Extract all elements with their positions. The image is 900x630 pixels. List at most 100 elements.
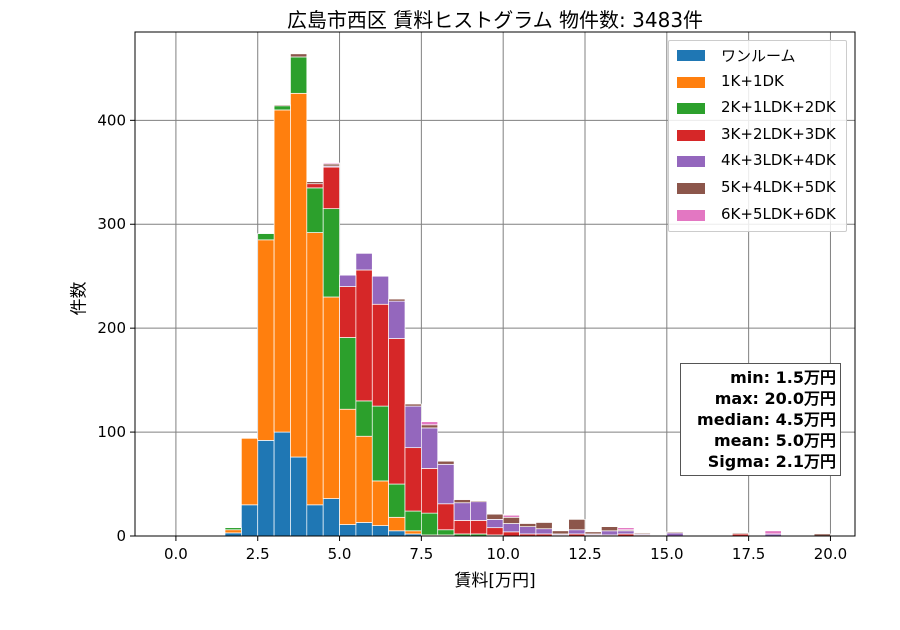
- bar-segment: [731, 532, 749, 535]
- bar-segment: [486, 527, 504, 536]
- bar-segment: [322, 162, 340, 165]
- legend-swatch: [677, 76, 705, 88]
- axes-frame: [134, 31, 856, 537]
- bar-segment: [502, 531, 520, 537]
- bar-segment: [421, 468, 439, 514]
- bar-segment: [355, 435, 373, 523]
- legend-swatch: [677, 103, 705, 115]
- legend-label: 1K+1DK: [721, 71, 784, 90]
- bar-segment: [290, 53, 308, 58]
- bar-segment: [551, 530, 569, 535]
- bar-segment: [339, 286, 357, 338]
- bar-segment: [371, 405, 389, 482]
- legend-item: ワンルーム: [669, 43, 846, 70]
- y-tick-label: 300: [97, 215, 126, 233]
- bar-segment: [535, 528, 553, 535]
- bar-segment: [339, 274, 357, 287]
- bar-segment: [453, 502, 471, 521]
- bar-segment: [388, 298, 406, 302]
- x-axis-label: 賃料[万円]: [454, 571, 536, 591]
- legend-swatch: [677, 182, 705, 194]
- bar-segment: [453, 499, 471, 504]
- legend-swatch: [677, 50, 705, 61]
- legend-item: 6K+5LDK+6DK: [669, 203, 846, 230]
- bar-segment: [404, 447, 422, 512]
- legend-label: 2K+1LDK+2DK: [721, 98, 836, 117]
- bar-segment: [355, 269, 373, 402]
- bar-segment: [404, 405, 422, 449]
- bar-segment: [355, 522, 373, 537]
- bar-segment: [568, 519, 586, 531]
- bar-segment: [388, 300, 406, 339]
- bar-segment: [306, 187, 324, 233]
- x-tick-label: 2.5: [246, 545, 270, 563]
- y-tick-label: 200: [97, 319, 126, 337]
- bar-segment: [306, 232, 324, 506]
- bar-segment: [290, 56, 308, 94]
- y-tick-label: 400: [97, 111, 126, 129]
- bar-segment: [388, 483, 406, 518]
- bar-segment: [470, 501, 488, 521]
- bar-segment: [535, 522, 553, 530]
- bar-segment: [470, 500, 488, 503]
- legend-label: ワンルーム: [721, 47, 796, 65]
- bar-segment: [421, 427, 439, 469]
- bar-segment: [273, 104, 291, 107]
- bar-segment: [273, 431, 291, 537]
- legend-swatch: [677, 156, 705, 168]
- bar-segment: [404, 530, 422, 535]
- bar-segment: [388, 530, 406, 537]
- bar-segment: [241, 504, 259, 537]
- bar-segment: [322, 208, 340, 298]
- bar-segment: [470, 520, 488, 535]
- bar-segment: [273, 105, 291, 111]
- bar-segment: [421, 424, 439, 429]
- bar-segment: [666, 531, 684, 534]
- bar-segment: [371, 480, 389, 526]
- bar-segment: [502, 516, 520, 524]
- bar-segment: [290, 92, 308, 458]
- bar-segment: [371, 525, 389, 537]
- bar-segment: [306, 504, 324, 537]
- bar-segment: [371, 275, 389, 305]
- bar-segment: [290, 456, 308, 537]
- bar-segment: [519, 523, 537, 527]
- legend-item: 1K+1DK: [669, 70, 846, 97]
- y-tick-label: 100: [97, 423, 126, 441]
- stats-mean: mean: 5.0万円: [713, 431, 836, 450]
- bar-segment: [486, 513, 504, 520]
- legend: ワンルーム 1K+1DK 2K+1LDK+2DK 3K+2LDK+3DK 4K+…: [668, 40, 847, 233]
- bar-segment: [502, 514, 520, 518]
- bar-segment: [421, 512, 439, 536]
- stats-box: min: 1.5万円 max: 20.0万円 median: 4.5万円 mea…: [680, 363, 841, 476]
- bar-segment: [404, 403, 422, 407]
- bar-segment: [617, 527, 635, 531]
- legend-swatch: [677, 209, 705, 221]
- x-tick-label: 17.5: [732, 545, 765, 563]
- bar-segment: [306, 183, 324, 189]
- bar-segment: [322, 498, 340, 537]
- legend-item: 5K+4LDK+5DK: [669, 176, 846, 203]
- legend-item: 4K+3LDK+4DK: [669, 149, 846, 176]
- x-tick-label: 7.5: [409, 545, 433, 563]
- bar-segment: [339, 337, 357, 410]
- bar-segment: [257, 440, 275, 537]
- legend-label: 4K+3LDK+4DK: [721, 151, 836, 170]
- stats-median: median: 4.5万円: [697, 410, 836, 429]
- x-tick-label: 15.0: [650, 545, 683, 563]
- stats-max: max: 20.0万円: [714, 389, 836, 408]
- bar-segment: [568, 529, 586, 535]
- bar-segment: [388, 338, 406, 485]
- bar-segment: [257, 233, 275, 241]
- bar-segment: [224, 527, 242, 531]
- bar-segment: [453, 520, 471, 535]
- y-tick-label: 0: [116, 527, 126, 545]
- bar-segment: [437, 460, 455, 465]
- bar-segment: [601, 530, 619, 536]
- legend-swatch: [677, 129, 705, 141]
- bar-segment: [764, 530, 782, 535]
- stats-sigma: Sigma: 2.1万円: [707, 452, 836, 471]
- bar-segment: [339, 524, 357, 537]
- bar-segment: [306, 181, 324, 185]
